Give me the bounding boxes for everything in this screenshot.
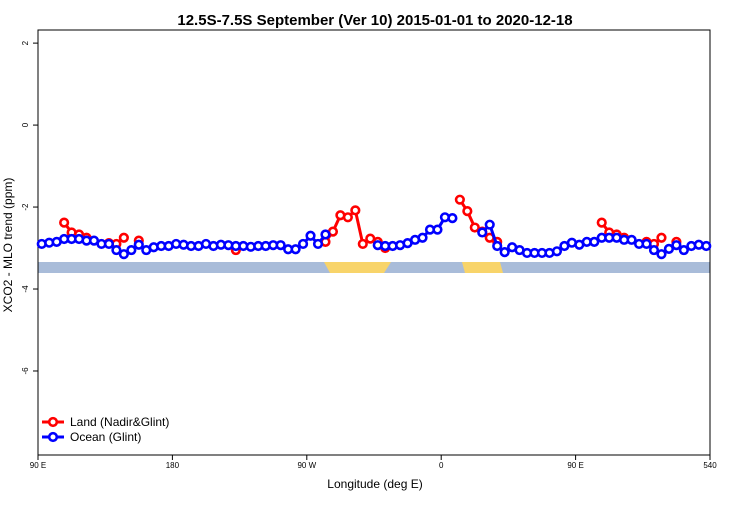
legend-marker	[47, 431, 59, 443]
point	[641, 238, 652, 250]
point	[656, 249, 667, 260]
point	[133, 239, 144, 250]
point	[454, 194, 465, 205]
y-tick-label: 2	[21, 40, 30, 45]
point	[118, 249, 129, 260]
y-axis-label: XCO2 - MLO trend (ppm)	[1, 178, 15, 313]
x-tick-label: 90 E	[567, 461, 583, 470]
surface-band	[38, 262, 710, 273]
chart-title: 12.5S-7.5S September (Ver 10) 2015-01-01…	[177, 12, 572, 29]
point	[126, 244, 137, 256]
legend-label: Land (Nadir&Glint)	[70, 415, 169, 429]
point	[59, 217, 70, 228]
point	[656, 232, 667, 243]
point	[320, 229, 331, 240]
point	[626, 234, 637, 245]
point	[589, 236, 600, 247]
point	[678, 244, 689, 256]
y-tick-label: 0	[21, 122, 30, 127]
point	[484, 219, 495, 230]
y-tick-label: -2	[21, 203, 30, 211]
point	[701, 240, 712, 252]
point	[447, 213, 458, 224]
point	[103, 238, 115, 250]
x-tick-label: 90 E	[30, 461, 46, 470]
y-tick-label: -6	[21, 367, 30, 375]
legend-label: Ocean (Glint)	[70, 430, 141, 444]
x-tick-label: 0	[439, 461, 444, 470]
x-tick-label: 90 W	[297, 461, 316, 470]
point	[462, 206, 473, 217]
point	[432, 224, 443, 235]
point	[111, 244, 122, 256]
point	[305, 230, 316, 241]
point	[492, 240, 503, 252]
point	[671, 240, 682, 251]
point	[342, 212, 353, 223]
point	[357, 238, 368, 250]
point	[297, 238, 309, 250]
point	[596, 217, 607, 228]
x-tick-label: 540	[703, 461, 717, 470]
point	[499, 247, 510, 258]
point	[290, 244, 301, 255]
point	[350, 205, 361, 216]
legend-marker	[47, 416, 59, 428]
point	[551, 246, 563, 257]
x-axis-label: Longitude (deg E)	[327, 477, 422, 491]
x-tick-label: 180	[166, 461, 180, 470]
point	[663, 243, 675, 254]
point	[275, 240, 286, 251]
point	[312, 238, 324, 250]
point	[477, 227, 488, 238]
y-tick-label: -4	[21, 285, 30, 293]
point	[118, 232, 129, 243]
point	[648, 244, 660, 256]
point	[417, 232, 428, 243]
point	[469, 222, 480, 233]
